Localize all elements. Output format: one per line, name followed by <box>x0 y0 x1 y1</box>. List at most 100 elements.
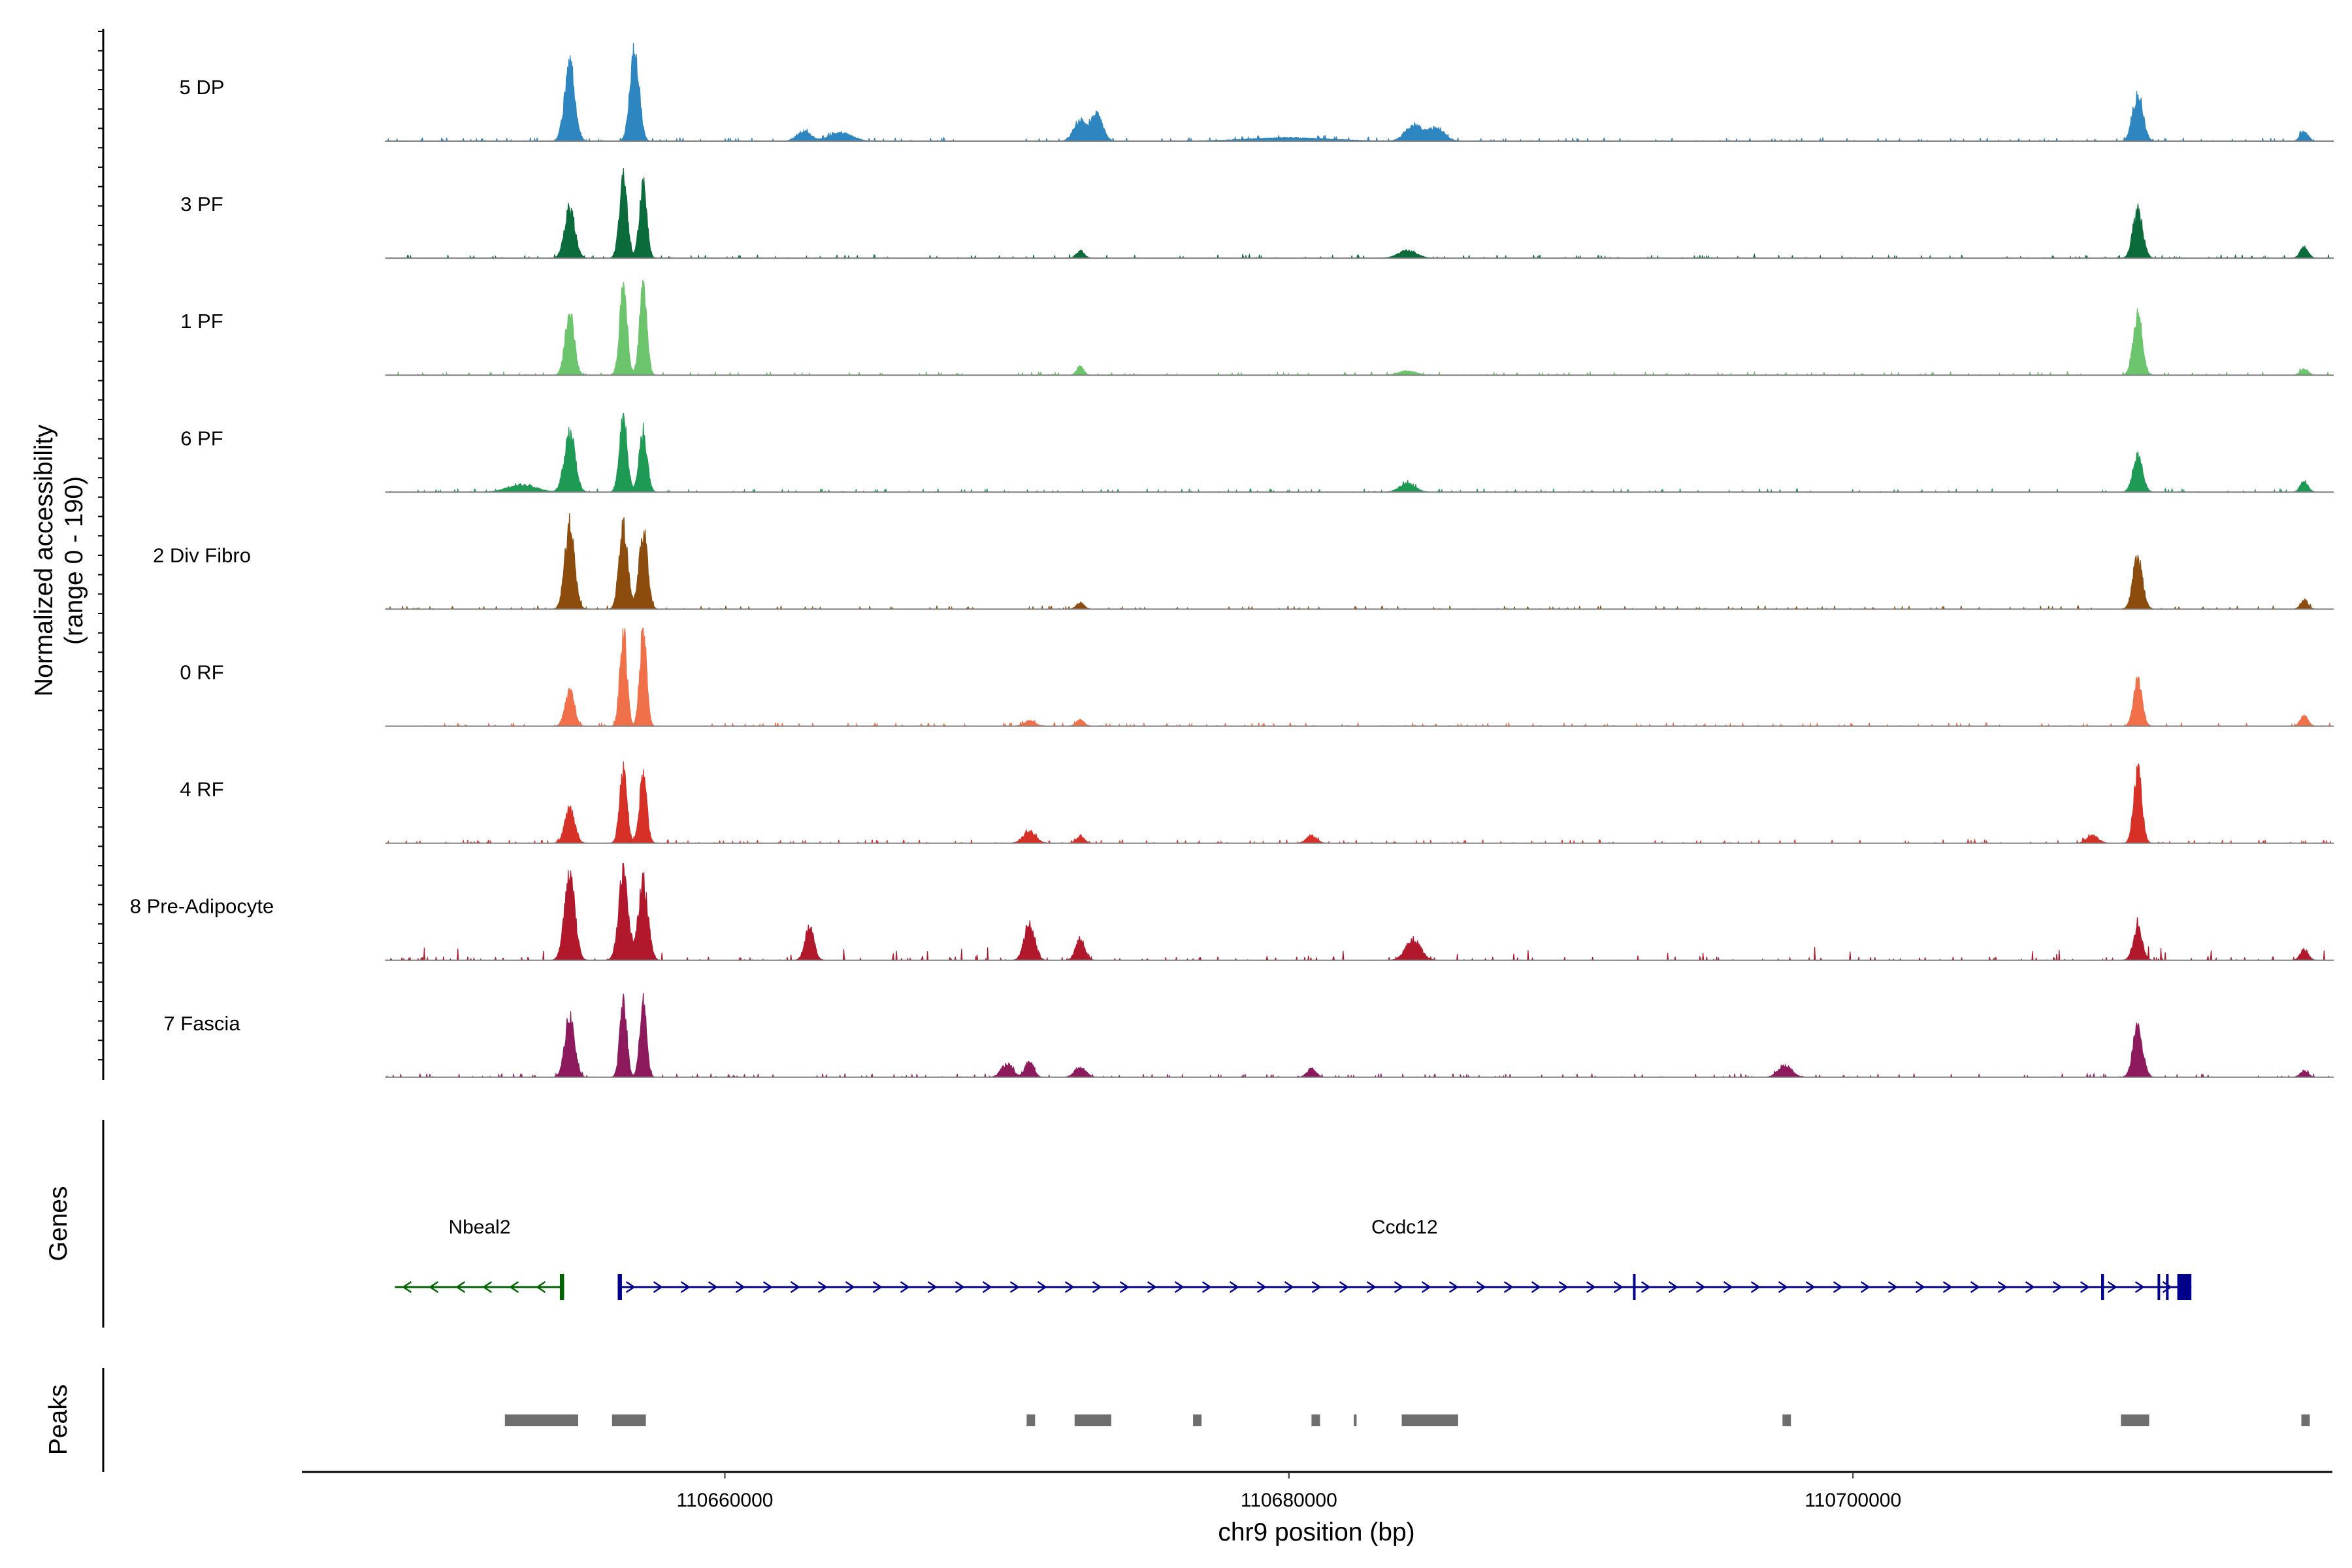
strand-arrow <box>1641 1281 1651 1294</box>
strand-arrow <box>845 1281 855 1294</box>
strand-arrow <box>955 1281 965 1294</box>
strand-arrow <box>429 1281 439 1294</box>
strand-arrow <box>2107 1281 2117 1294</box>
strand-arrow <box>2080 1281 2090 1294</box>
strand-arrow <box>1833 1281 1843 1294</box>
strand-arrow <box>900 1281 910 1294</box>
peak-region <box>504 1414 578 1426</box>
strand-arrow <box>1064 1281 1075 1294</box>
strand-arrow <box>1942 1281 1953 1294</box>
exon <box>1633 1274 1636 1300</box>
strand-arrow <box>1503 1281 1514 1294</box>
strand-arrow <box>2025 1281 2035 1294</box>
strand-arrow <box>1558 1281 1569 1294</box>
peaks-track <box>504 1414 2310 1426</box>
coverage-area <box>386 862 2332 962</box>
exon <box>2166 1274 2169 1300</box>
strand-arrow <box>1586 1281 1596 1294</box>
strand-arrow <box>1201 1281 1212 1294</box>
x-tick-label: 110660000 <box>677 1490 774 1511</box>
track-label: 6 PF <box>180 427 223 449</box>
genes-track: Nbeal2 Ccdc12 <box>395 1217 2192 1300</box>
track-8-pre-adipocyte: 8 Pre-Adipocyte <box>130 862 2334 962</box>
strand-arrow <box>680 1281 691 1294</box>
track-label: 5 DP <box>180 76 225 99</box>
strand-arrow <box>2052 1281 2063 1294</box>
strand-arrow <box>735 1281 745 1294</box>
strand-arrow <box>536 1281 546 1294</box>
strand-arrow <box>762 1281 773 1294</box>
strand-arrow <box>1394 1281 1404 1294</box>
strand-arrow <box>1147 1281 1157 1294</box>
track-label: 7 Fascia <box>163 1012 240 1035</box>
x-axis-title: chr9 position (bp) <box>1218 1518 1414 1546</box>
exon <box>2101 1274 2104 1300</box>
exon <box>2157 1274 2161 1300</box>
strand-arrow <box>1915 1281 1925 1294</box>
track-7-fascia: 7 Fascia <box>163 992 2334 1079</box>
track-5-dp: 5 DP <box>180 43 2334 143</box>
strand-arrow <box>455 1281 466 1294</box>
strand-arrow <box>982 1281 992 1294</box>
strand-arrow <box>872 1281 883 1294</box>
track-label: 0 RF <box>180 661 223 684</box>
strand-arrow <box>1695 1281 1706 1294</box>
coverage-area <box>386 412 2332 494</box>
strand-arrow <box>1311 1281 1322 1294</box>
peak-region <box>1193 1414 1202 1426</box>
track-label: 4 RF <box>180 778 223 801</box>
strand-arrow <box>1750 1281 1761 1294</box>
strand-arrow <box>1339 1281 1349 1294</box>
strand-arrow <box>790 1281 800 1294</box>
peak-region <box>1026 1414 1036 1426</box>
strand-arrow <box>1970 1281 1980 1294</box>
gene-label: Nbeal2 <box>448 1217 510 1238</box>
strand-arrow <box>1613 1281 1624 1294</box>
exon <box>617 1274 622 1300</box>
strand-arrow <box>1366 1281 1377 1294</box>
coverage-tracks: 5 DP 3 PF 1 PF 6 PF 2 Div Fibro 0 RF 4 RF 8 Pre… <box>130 43 2334 1079</box>
strand-arrow <box>1421 1281 1431 1294</box>
peaks-track-label: Peaks <box>44 1384 73 1455</box>
track-3-pf: 3 PF <box>180 168 2334 260</box>
strand-arrow <box>1723 1281 1733 1294</box>
strand-arrow <box>1009 1281 1020 1294</box>
x-axis-ticks: 110660000 110680000 110700000 <box>677 1472 1901 1511</box>
track-label: 1 PF <box>180 310 223 333</box>
track-2-div-fibro: 2 Div Fibro <box>153 513 2334 611</box>
coverage-area <box>385 992 2332 1079</box>
strand-arrow <box>1174 1281 1184 1294</box>
strand-arrow <box>708 1281 718 1294</box>
strand-arrow <box>1229 1281 1239 1294</box>
strand-arrow <box>482 1281 493 1294</box>
gene-label: Ccdc12 <box>1371 1217 1438 1238</box>
y-axis-range: (range 0 - 190) <box>60 476 88 645</box>
strand-arrow <box>1778 1281 1788 1294</box>
strand-arrow <box>1256 1281 1267 1294</box>
strand-arrow <box>2134 1281 2145 1294</box>
strand-arrow <box>1092 1281 1102 1294</box>
coverage-area <box>386 168 2332 260</box>
coverage-area <box>386 627 2332 728</box>
peak-region <box>1354 1414 1357 1426</box>
strand-arrow <box>402 1281 412 1294</box>
peak-region <box>612 1414 646 1426</box>
coverage-area <box>386 43 2332 143</box>
strand-arrow <box>1805 1281 1816 1294</box>
x-tick-label: 110680000 <box>1241 1490 1337 1511</box>
peak-region <box>2121 1414 2149 1426</box>
exon <box>2177 1274 2192 1300</box>
peak-region <box>1311 1414 1320 1426</box>
track-label: 2 Div Fibro <box>153 544 251 566</box>
genes-track-label: Genes <box>44 1186 73 1262</box>
strand-arrow <box>817 1281 828 1294</box>
y-axis-title: Normalized accessibility <box>30 424 58 696</box>
coverage-area <box>386 280 2332 377</box>
strand-arrow <box>653 1281 663 1294</box>
strand-arrow <box>1887 1281 1898 1294</box>
strand-arrow <box>1119 1281 1130 1294</box>
track-0-rf: 0 RF <box>180 627 2334 728</box>
gene-nbeal2: Nbeal2 <box>395 1217 564 1300</box>
strand-arrow <box>1860 1281 1870 1294</box>
strand-arrow <box>927 1281 938 1294</box>
